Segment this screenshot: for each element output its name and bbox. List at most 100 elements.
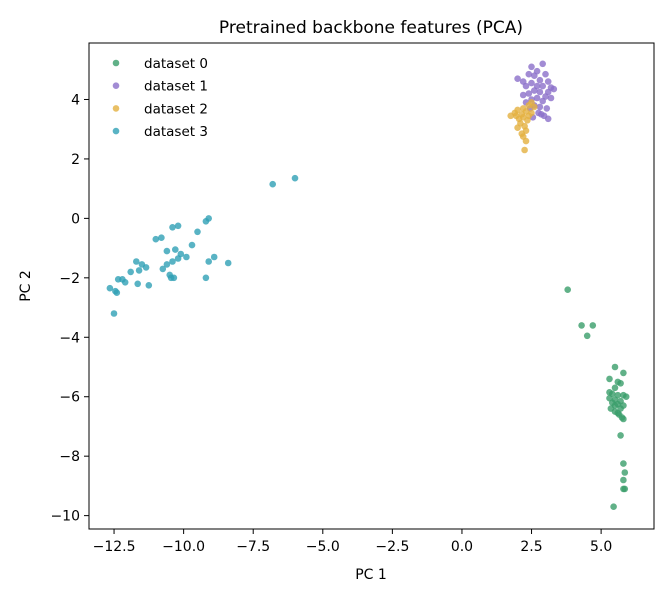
series-2 <box>507 99 538 154</box>
data-point <box>106 284 114 292</box>
x-tick-label: −7.5 <box>236 539 270 555</box>
data-point <box>135 267 143 274</box>
data-point <box>169 224 176 231</box>
legend-marker <box>112 59 120 67</box>
data-point <box>188 241 196 249</box>
legend-item: dataset 1 <box>112 79 208 95</box>
data-point <box>121 279 129 286</box>
data-point <box>127 268 134 276</box>
legend-item: dataset 3 <box>112 124 208 140</box>
legend-item: dataset 2 <box>112 101 208 117</box>
data-point <box>521 146 528 154</box>
series-3 <box>106 174 299 317</box>
data-point <box>536 103 544 111</box>
chart-title: Pretrained backbone features (PCA) <box>219 18 523 38</box>
data-point <box>611 384 619 392</box>
x-tick-label: 0.0 <box>451 539 473 555</box>
x-tick-label: −2.5 <box>375 539 409 555</box>
data-point <box>539 60 546 68</box>
data-point <box>134 280 141 288</box>
data-point <box>522 82 530 90</box>
data-point <box>620 415 627 423</box>
data-point <box>538 111 545 118</box>
data-point <box>617 380 624 387</box>
data-point <box>578 322 585 329</box>
data-point <box>536 88 544 96</box>
y-tick-label: −6 <box>59 390 80 406</box>
data-point <box>291 174 299 182</box>
legend-label: dataset 3 <box>144 124 208 140</box>
legend-marker <box>112 127 120 135</box>
y-tick-label: −8 <box>59 449 80 465</box>
y-tick-label: −10 <box>50 509 80 525</box>
data-point <box>583 332 591 340</box>
data-point <box>145 282 153 289</box>
data-point <box>525 70 533 78</box>
data-point <box>525 90 533 97</box>
data-point <box>224 259 232 267</box>
x-tick-label: 2.5 <box>520 539 542 555</box>
x-tick-label: −12.5 <box>93 539 136 555</box>
data-point <box>531 72 538 79</box>
legend-marker <box>112 82 120 89</box>
y-axis: −10 −8 −6 −4 −2 0 2 4 <box>50 92 89 525</box>
y-axis-label: PC 2 <box>18 270 34 302</box>
data-point <box>620 485 627 493</box>
data-point <box>202 218 210 225</box>
data-point <box>620 476 627 484</box>
x-axis: −12.5 −10.0 −7.5 −5.0 −2.5 0.0 2.5 5.0 <box>93 529 612 555</box>
legend-label: dataset 0 <box>144 56 208 72</box>
data-point <box>544 115 552 123</box>
data-point <box>606 375 613 383</box>
data-point <box>519 91 527 99</box>
data-point <box>528 63 535 71</box>
data-point <box>113 289 121 297</box>
y-tick-label: 2 <box>71 152 80 168</box>
data-point <box>159 265 167 273</box>
data-point <box>611 363 619 371</box>
data-point <box>533 94 541 102</box>
legend-item: dataset 0 <box>112 56 208 72</box>
legend-label: dataset 2 <box>144 101 208 117</box>
data-point <box>544 78 552 85</box>
data-point <box>531 103 538 111</box>
x-tick-label: 5.0 <box>590 539 612 555</box>
data-point <box>536 76 544 84</box>
data-point <box>163 247 171 255</box>
data-point <box>210 253 218 261</box>
series-0 <box>564 286 630 511</box>
data-point <box>522 137 530 145</box>
data-point <box>174 255 182 262</box>
y-tick-label: −4 <box>59 330 80 346</box>
x-axis-label: PC 1 <box>355 567 387 583</box>
data-point <box>550 85 558 93</box>
data-point <box>507 112 514 120</box>
legend: dataset 0 dataset 1 dataset 2 dataset 3 <box>112 56 208 140</box>
data-point <box>542 70 549 78</box>
x-tick-label: −5.0 <box>306 539 340 555</box>
data-point <box>269 180 277 188</box>
y-tick-label: −2 <box>59 271 80 287</box>
data-point <box>610 503 617 511</box>
data-point <box>622 393 630 401</box>
data-point <box>170 274 178 282</box>
data-point <box>564 286 571 294</box>
y-tick-label: 4 <box>71 92 80 108</box>
data-point <box>174 222 182 230</box>
data-point <box>194 228 201 236</box>
data-point <box>539 82 546 90</box>
points-layer <box>106 60 630 511</box>
data-point <box>172 246 179 253</box>
plot-frame <box>88 42 655 530</box>
data-point <box>620 460 627 467</box>
data-point <box>543 105 551 112</box>
data-point <box>163 261 171 268</box>
series-1 <box>514 60 558 123</box>
x-tick-label: −10.0 <box>162 539 205 555</box>
data-point <box>133 258 140 265</box>
data-point <box>531 87 538 94</box>
data-point <box>152 235 160 243</box>
data-point <box>158 234 165 241</box>
data-point <box>617 432 624 439</box>
